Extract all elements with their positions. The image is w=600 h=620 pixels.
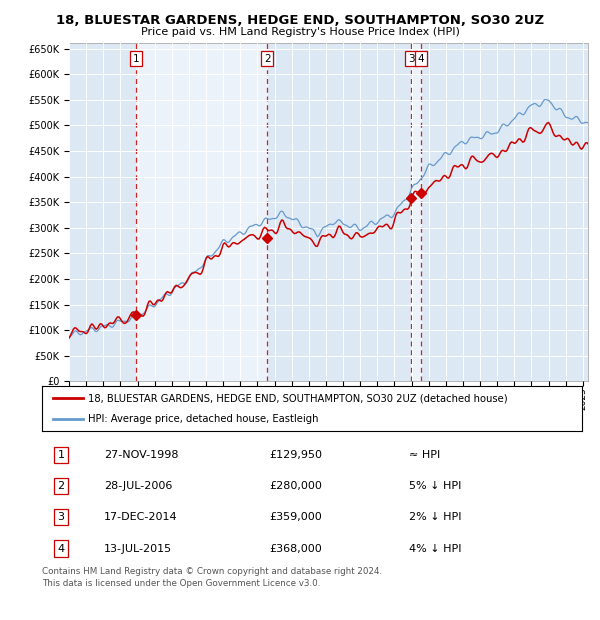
- Text: Contains HM Land Registry data © Crown copyright and database right 2024.
This d: Contains HM Land Registry data © Crown c…: [42, 567, 382, 588]
- Text: 2: 2: [58, 481, 64, 491]
- Text: 18, BLUESTAR GARDENS, HEDGE END, SOUTHAMPTON, SO30 2UZ (detached house): 18, BLUESTAR GARDENS, HEDGE END, SOUTHAM…: [88, 393, 508, 404]
- Text: £359,000: £359,000: [269, 512, 322, 522]
- Text: 18, BLUESTAR GARDENS, HEDGE END, SOUTHAMPTON, SO30 2UZ: 18, BLUESTAR GARDENS, HEDGE END, SOUTHAM…: [56, 14, 544, 27]
- Text: 5% ↓ HPI: 5% ↓ HPI: [409, 481, 461, 491]
- Text: 27-NOV-1998: 27-NOV-1998: [104, 450, 179, 460]
- Text: 28-JUL-2006: 28-JUL-2006: [104, 481, 172, 491]
- Text: HPI: Average price, detached house, Eastleigh: HPI: Average price, detached house, East…: [88, 414, 319, 424]
- Text: 4% ↓ HPI: 4% ↓ HPI: [409, 544, 462, 554]
- Text: 1: 1: [133, 54, 139, 64]
- Text: £280,000: £280,000: [269, 481, 322, 491]
- Text: 13-JUL-2015: 13-JUL-2015: [104, 544, 172, 554]
- Text: £129,950: £129,950: [269, 450, 322, 460]
- Text: 17-DEC-2014: 17-DEC-2014: [104, 512, 178, 522]
- Text: 3: 3: [408, 54, 415, 64]
- Text: ≈ HPI: ≈ HPI: [409, 450, 440, 460]
- Text: 2: 2: [264, 54, 271, 64]
- Text: 3: 3: [58, 512, 64, 522]
- Text: 4: 4: [58, 544, 64, 554]
- Bar: [136, 43, 268, 381]
- Text: 4: 4: [418, 54, 424, 64]
- Text: 1: 1: [58, 450, 64, 460]
- Bar: [411, 43, 421, 381]
- Text: 2% ↓ HPI: 2% ↓ HPI: [409, 512, 462, 522]
- Text: Price paid vs. HM Land Registry's House Price Index (HPI): Price paid vs. HM Land Registry's House …: [140, 27, 460, 37]
- Text: £368,000: £368,000: [269, 544, 322, 554]
